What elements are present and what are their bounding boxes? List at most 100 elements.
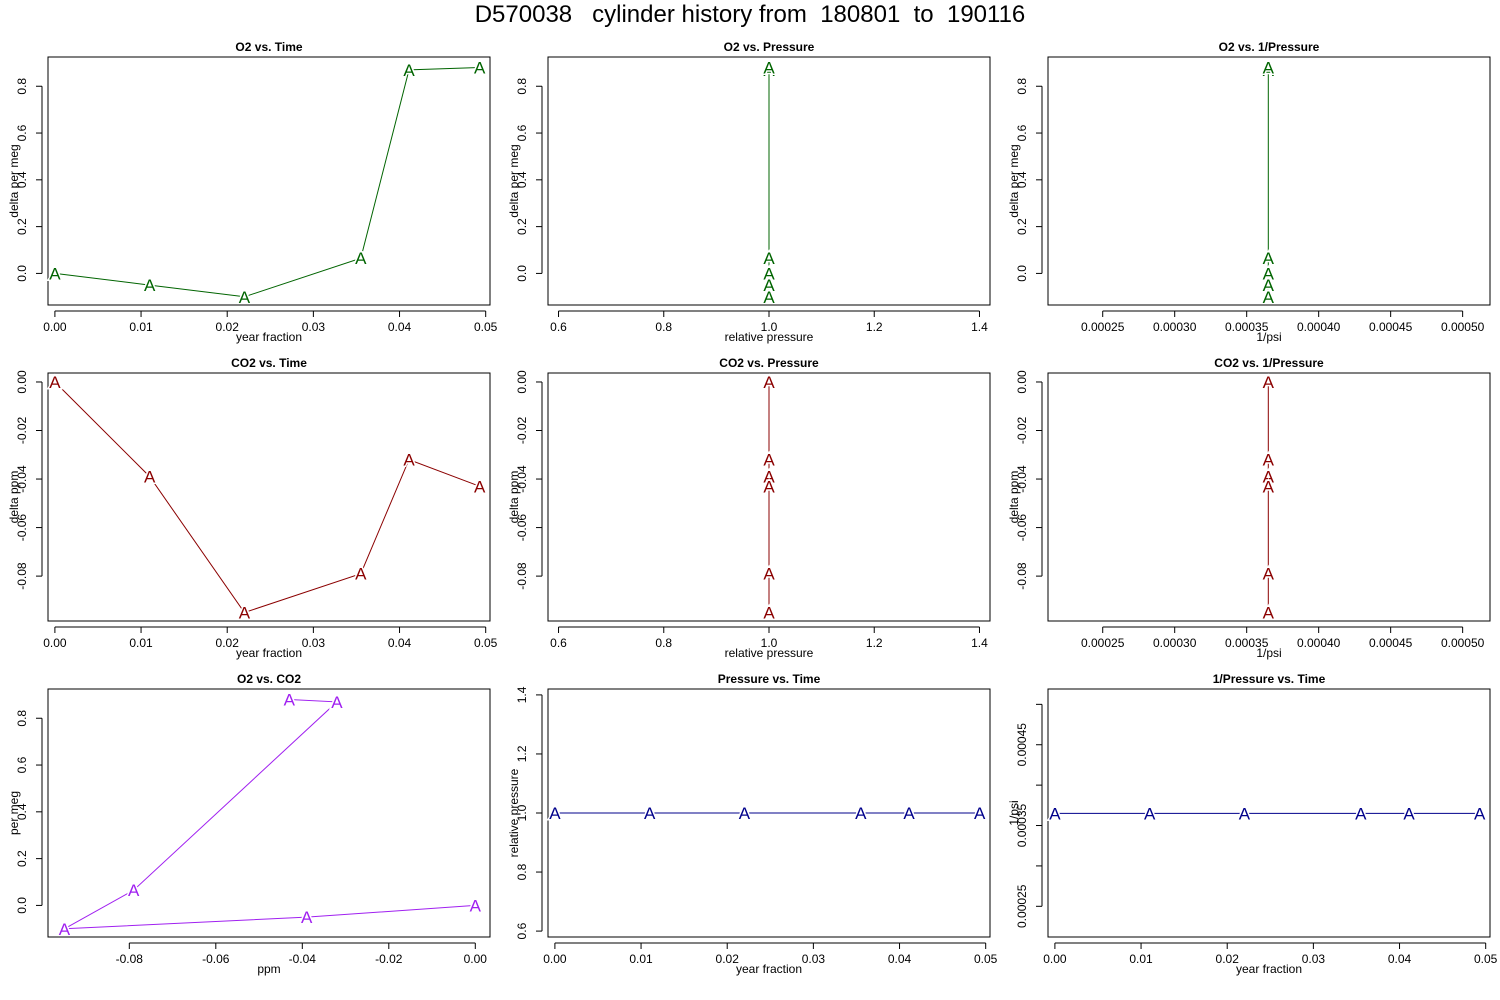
y-tick-label: 1.0 <box>515 804 529 821</box>
y-tick-label: -0.02 <box>15 417 29 445</box>
panel-title: CO2 vs. Time <box>231 356 307 370</box>
y-tick-label: 0.8 <box>15 710 29 727</box>
x-tick-label: 0.00030 <box>1153 636 1197 650</box>
plot-frame <box>47 372 491 622</box>
series-line <box>54 381 480 614</box>
y-tick-label: -0.04 <box>1015 465 1029 493</box>
y-tick-label: 0.0 <box>15 897 29 914</box>
y-tick-label: 0.2 <box>1015 218 1029 235</box>
data-point: A <box>1049 804 1061 823</box>
data-point: A <box>403 61 415 80</box>
x-tick-label: 0.00045 <box>1369 636 1413 650</box>
x-tick-label: 1.2 <box>866 636 883 650</box>
x-tick-label: 0.00050 <box>1441 320 1485 334</box>
y-tick-label: -0.02 <box>1015 417 1029 445</box>
x-tick-label: 0.02 <box>1216 952 1240 966</box>
y-tick-label: 0.4 <box>515 171 529 188</box>
data-point: A <box>1239 804 1251 823</box>
y-tick-label: -0.08 <box>15 562 29 590</box>
data-point: A <box>763 373 775 392</box>
y-tick-label: 0.00025 <box>1015 884 1029 928</box>
y-axis: 0.00025 0.00035 0.00045 1/psi <box>1007 703 1043 928</box>
data-point: A <box>474 59 486 78</box>
x-axis: 0.6 0.8 1.0 1.2 1.4 relative pressure <box>550 310 988 344</box>
y-tick-label: 0.00 <box>1015 370 1029 394</box>
plot-frame <box>547 688 991 938</box>
x-tick-label: 1.4 <box>971 320 988 334</box>
y-axis: 0.0 0.2 0.4 0.6 0.8 delta per meg <box>1007 78 1043 282</box>
chart-panel: O2 vs. CO2 -0.08 -0.06 -0.04 -0.02 0.00 ppm 0.0… <box>7 672 491 976</box>
y-axis-label: per meg <box>7 791 21 835</box>
x-tick-label: 0.8 <box>655 320 672 334</box>
data-point: A <box>403 451 415 470</box>
plot-frame <box>47 688 491 938</box>
plot-frame <box>1047 372 1491 622</box>
x-tick-label: 0.02 <box>716 952 740 966</box>
x-tick-label: -0.04 <box>289 952 317 966</box>
data-point: A <box>763 264 775 283</box>
data-point: A <box>49 264 61 283</box>
y-tick-label: -0.02 <box>515 417 529 445</box>
y-tick-label: 0.4 <box>1015 171 1029 188</box>
y-tick-label: 0.0 <box>515 265 529 282</box>
data-point: A <box>1263 264 1275 283</box>
x-axis: 0.00025 0.00030 0.00035 0.00040 0.00045 0.000… <box>1081 626 1485 660</box>
data-point: A <box>355 249 367 268</box>
data-point: A <box>1263 288 1275 307</box>
data-point: A <box>1263 451 1275 470</box>
plot-frame <box>547 372 991 622</box>
data-point: A <box>763 61 775 80</box>
data-point: A <box>1263 373 1275 392</box>
data-point: A <box>855 804 867 823</box>
data-point: A <box>239 288 251 307</box>
y-tick-label: 0.00045 <box>1015 723 1029 767</box>
data-point: A <box>763 477 775 496</box>
x-tick-label: -0.08 <box>116 952 144 966</box>
x-tick-label: 0.00035 <box>1225 636 1269 650</box>
x-axis: 0.00 0.01 0.02 0.03 0.04 0.05 year fraction <box>43 310 498 344</box>
panel-title: Pressure vs. Time <box>718 672 821 686</box>
panel-title: 1/Pressure vs. Time <box>1213 672 1326 686</box>
data-point: A <box>355 565 367 584</box>
panel-title: O2 vs. Time <box>235 40 302 54</box>
x-tick-label: 0.03 <box>302 320 326 334</box>
panel-title: CO2 vs. Pressure <box>719 356 819 370</box>
plot-frame <box>47 56 491 306</box>
data-point: A <box>903 804 915 823</box>
data-point: A <box>59 920 71 939</box>
plot-frame <box>1047 688 1491 938</box>
x-tick-label: 0.00 <box>464 952 488 966</box>
x-tick-label: 1.0 <box>761 636 778 650</box>
x-axis-label: ppm <box>257 962 280 976</box>
x-tick-label: 0.00 <box>1043 952 1067 966</box>
y-tick-label: 0.2 <box>15 850 29 867</box>
y-tick-label: -0.04 <box>15 465 29 493</box>
data-point: A <box>470 896 482 915</box>
y-tick-label: 0.6 <box>515 922 529 939</box>
x-tick-label: 0.04 <box>888 952 912 966</box>
y-axis-label: 1/psi <box>1007 800 1021 825</box>
y-axis: 0.0 0.2 0.4 0.6 0.8 delta per meg <box>7 78 43 282</box>
panel-title: O2 vs. 1/Pressure <box>1219 40 1320 54</box>
x-tick-label: 0.01 <box>129 320 153 334</box>
chart-panel: O2 vs. Time 0.00 0.01 0.02 0.03 0.04 0.05 year … <box>7 40 498 344</box>
y-axis: 0.6 0.8 1.0 1.2 1.4 relative pressure <box>507 686 543 939</box>
y-tick-label: 0.8 <box>1015 78 1029 95</box>
x-tick-label: -0.02 <box>375 952 403 966</box>
y-axis-label: delta ppm <box>507 471 521 524</box>
y-axis: -0.08 -0.06 -0.04 -0.02 0.00 delta ppm <box>507 370 543 590</box>
y-axis-label: delta ppm <box>7 471 21 524</box>
data-point: A <box>644 804 656 823</box>
x-axis-label: relative pressure <box>725 646 814 660</box>
x-axis-label: year fraction <box>236 330 302 344</box>
y-tick-label: -0.06 <box>15 514 29 542</box>
data-point: A <box>1263 59 1275 78</box>
plot-frame <box>1047 56 1491 306</box>
data-point: A <box>1355 804 1367 823</box>
x-tick-label: 0.01 <box>1129 952 1153 966</box>
chart-panel: CO2 vs. Time 0.00 0.01 0.02 0.03 0.04 0.05 year… <box>7 356 498 660</box>
x-tick-label: 0.8 <box>655 636 672 650</box>
y-axis-label: relative pressure <box>507 768 521 857</box>
x-axis: 0.00 0.01 0.02 0.03 0.04 0.05 year fraction <box>1043 942 1498 976</box>
